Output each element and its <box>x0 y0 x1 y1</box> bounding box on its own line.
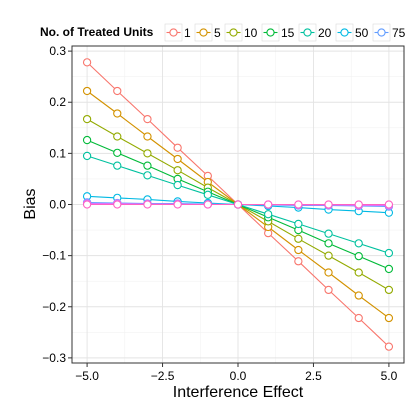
legend-key-point <box>340 28 349 37</box>
data-point <box>173 154 182 164</box>
data-point <box>384 285 394 295</box>
data-point <box>203 200 212 209</box>
legend-label-2: 10 <box>244 26 258 40</box>
data-point <box>173 200 182 209</box>
data-point <box>113 132 122 141</box>
data-point <box>143 114 152 124</box>
data-point <box>203 190 212 199</box>
data-point <box>143 161 152 170</box>
y-tick-label: 0.0 <box>49 198 66 212</box>
data-point <box>384 264 394 274</box>
data-point <box>294 245 303 255</box>
data-point <box>384 200 394 209</box>
data-point <box>354 291 363 300</box>
legend-label-1: 5 <box>214 26 221 40</box>
x-axis-title: Interference Effect <box>173 384 304 401</box>
data-point <box>143 171 152 180</box>
data-point <box>294 234 303 243</box>
data-point <box>384 248 394 258</box>
data-point <box>173 166 182 175</box>
data-point <box>324 239 333 248</box>
data-point <box>294 200 303 209</box>
y-axis: −0.3 −0.2 −0.1 0.0 0.1 0.2 0.3 <box>42 44 72 365</box>
data-point <box>173 180 182 190</box>
y-tick-label: −0.3 <box>42 351 66 365</box>
data-point <box>354 313 363 323</box>
legend-key-point <box>199 28 208 37</box>
data-point <box>354 200 363 209</box>
x-tick-label: 2.5 <box>305 369 322 383</box>
data-point <box>82 200 92 209</box>
y-tick-label: −0.1 <box>42 249 66 263</box>
data-point <box>233 200 243 209</box>
data-point <box>354 268 363 277</box>
x-axis: −5.0 −2.5 0.0 2.5 5.0 <box>75 363 398 383</box>
data-point <box>384 342 394 351</box>
data-point <box>113 109 122 118</box>
legend-label-3: 15 <box>281 26 295 40</box>
data-point <box>82 151 92 161</box>
data-point <box>324 285 333 295</box>
data-point <box>143 200 152 209</box>
data-point <box>113 161 122 170</box>
legend-key-point <box>377 28 386 37</box>
data-point <box>143 132 152 141</box>
data-point <box>82 58 92 67</box>
data-point <box>384 313 394 323</box>
data-point <box>173 143 182 152</box>
data-point <box>82 114 92 124</box>
series-points <box>82 58 394 351</box>
y-tick-label: 0.3 <box>49 44 66 58</box>
legend-key-point <box>169 28 178 37</box>
legend-label-6: 75 <box>392 26 406 40</box>
y-tick-label: −0.2 <box>42 300 66 314</box>
data-point <box>264 200 273 209</box>
data-point <box>82 86 92 96</box>
x-tick-label: 0.0 <box>230 369 247 383</box>
legend-label-0: 1 <box>184 26 191 40</box>
y-tick-label: 0.1 <box>49 146 66 160</box>
legend-key-point <box>266 28 275 37</box>
data-point <box>354 239 363 248</box>
legend-key-point <box>229 28 238 37</box>
legend-key-point <box>303 28 312 37</box>
data-point <box>324 251 333 260</box>
legend-label-4: 20 <box>318 26 332 40</box>
data-point <box>294 257 303 266</box>
x-tick-label: 5.0 <box>381 369 398 383</box>
data-point <box>294 219 303 229</box>
data-point <box>324 229 333 238</box>
data-point <box>113 86 122 96</box>
y-axis-title: Bias <box>22 188 39 219</box>
legend: No. of Treated Units 1 5 10 15 20 50 75 <box>40 23 406 42</box>
data-point <box>113 200 122 209</box>
data-point <box>82 135 92 145</box>
legend-label-5: 50 <box>355 26 369 40</box>
data-point <box>354 251 363 261</box>
legend-title: No. of Treated Units <box>40 25 154 39</box>
data-point <box>113 148 122 158</box>
x-tick-label: −5.0 <box>75 369 99 383</box>
data-point <box>324 200 333 209</box>
x-tick-label: −2.5 <box>151 369 175 383</box>
data-point <box>264 210 273 219</box>
y-tick-label: 0.2 <box>49 95 66 109</box>
data-point <box>143 149 152 158</box>
data-point <box>324 268 333 277</box>
